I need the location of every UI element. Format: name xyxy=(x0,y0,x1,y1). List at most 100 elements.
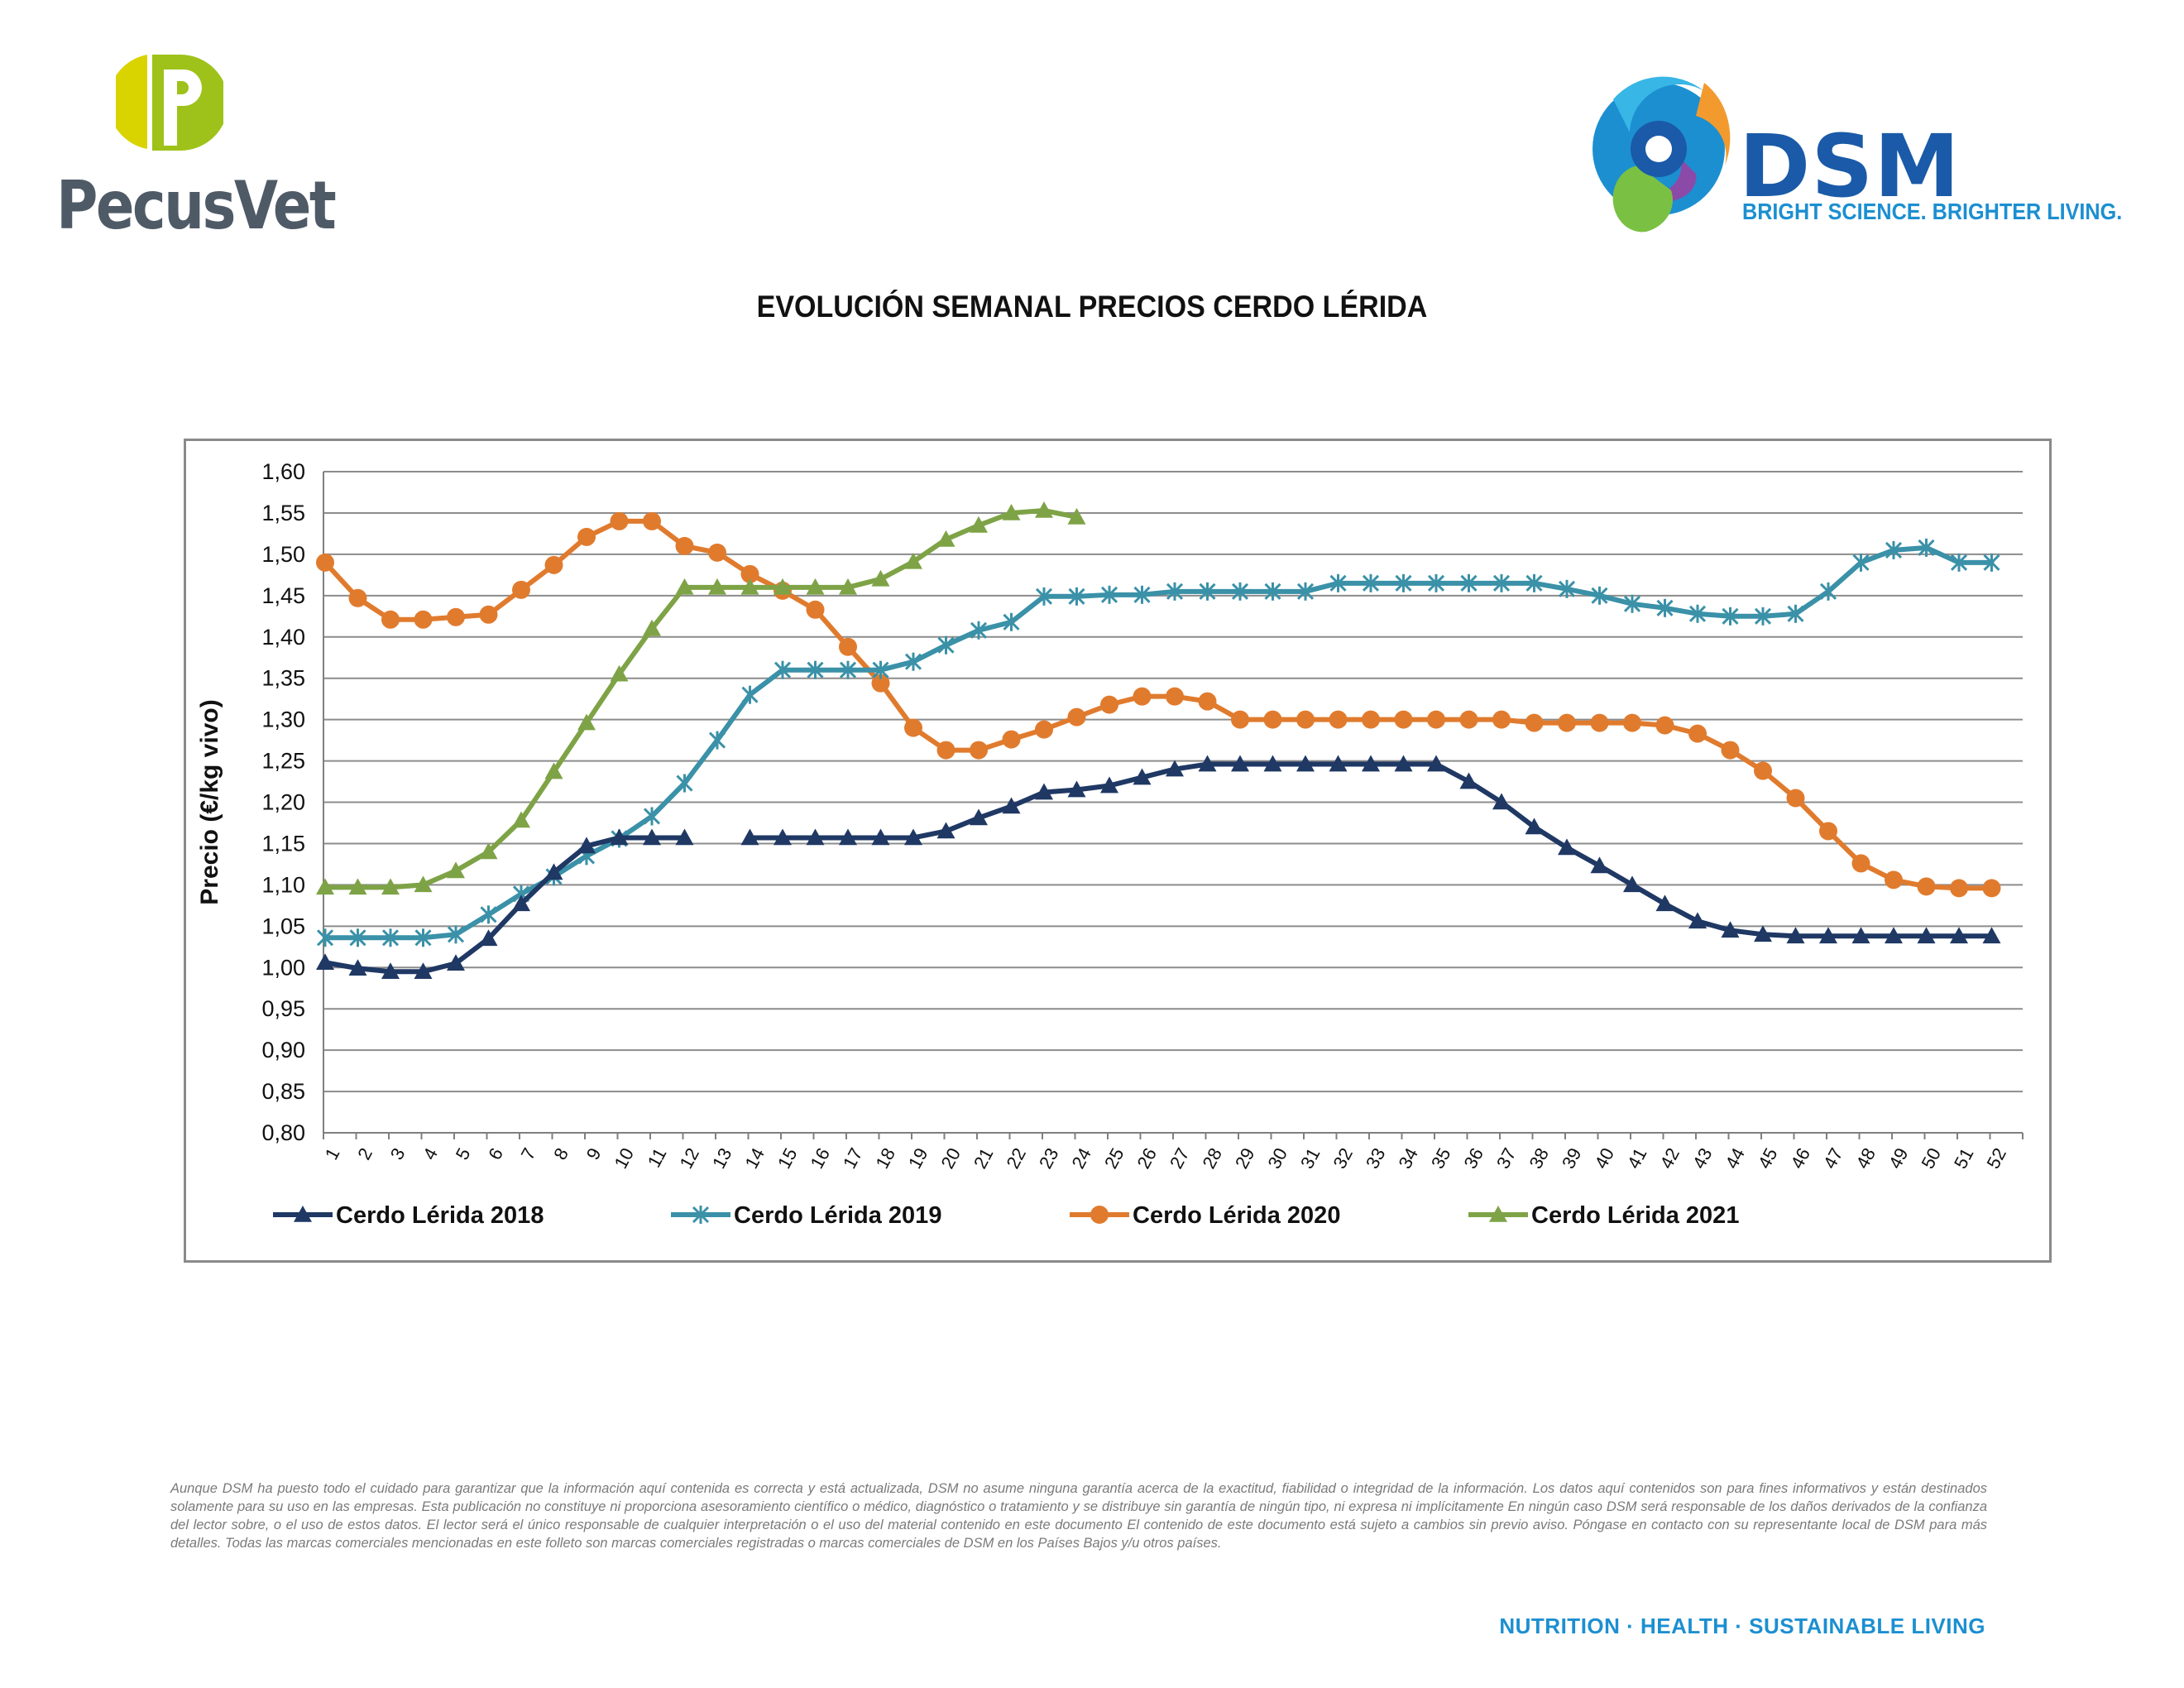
data-point xyxy=(1786,789,1805,808)
x-tick-label: 18 xyxy=(871,1144,899,1172)
data-point xyxy=(708,731,726,750)
x-tick-label: 36 xyxy=(1459,1144,1487,1172)
data-point xyxy=(1067,507,1086,525)
data-point xyxy=(1068,587,1085,606)
data-point xyxy=(806,600,825,619)
x-tick-label: 46 xyxy=(1786,1144,1814,1172)
data-point xyxy=(806,828,825,846)
data-point xyxy=(349,928,366,947)
data-point xyxy=(381,878,400,895)
data-point xyxy=(1394,755,1413,772)
x-tick-label: 48 xyxy=(1851,1144,1880,1172)
y-tick-label: 1,25 xyxy=(261,749,305,774)
data-point xyxy=(1754,761,1772,780)
legend-marker xyxy=(692,1206,710,1224)
y-tick-label: 1,00 xyxy=(261,955,305,980)
y-tick-label: 1,10 xyxy=(261,872,305,897)
data-point xyxy=(1133,687,1152,706)
data-point xyxy=(904,552,922,569)
data-point xyxy=(1198,692,1217,711)
x-tick-label: 39 xyxy=(1558,1144,1586,1172)
x-tick-label: 51 xyxy=(1950,1144,1978,1172)
disclaimer-text: Aunque DSM ha puesto todo el cuidado par… xyxy=(170,1481,1987,1551)
legend-label: Cerdo Lérida 2019 xyxy=(734,1202,941,1229)
data-point xyxy=(708,578,726,595)
x-axis-ticks: 1 2 3 4 5 6 7 8 9 10 11 12 13 14 15 16 17 18 19 20 21 22 23 24 2… xyxy=(321,1133,2024,1172)
data-point xyxy=(1329,755,1348,772)
x-tick-label: 41 xyxy=(1623,1144,1651,1172)
data-point xyxy=(1362,755,1380,772)
page-title: EVOLUCIÓN SEMANAL PRECIOS CERDO LÉRIDA xyxy=(756,290,1428,324)
data-point xyxy=(1885,927,1903,944)
dsm-tagline: BRIGHT SCIENCE. BRIGHTER LIVING. xyxy=(1742,199,2123,224)
data-point xyxy=(1688,604,1707,623)
data-point xyxy=(1754,925,1772,942)
y-tick-label: 0,80 xyxy=(261,1120,305,1145)
data-point xyxy=(1492,793,1511,810)
data-point xyxy=(381,962,400,980)
x-tick-label: 30 xyxy=(1263,1144,1291,1172)
y-tick-label: 1,20 xyxy=(261,790,305,815)
x-tick-label: 20 xyxy=(936,1144,965,1172)
data-point xyxy=(1035,783,1053,800)
data-point xyxy=(348,959,367,976)
data-point xyxy=(740,578,759,595)
data-point xyxy=(970,808,988,826)
data-point xyxy=(1982,879,2001,898)
data-point xyxy=(1035,587,1053,606)
data-point xyxy=(1133,768,1152,785)
data-point xyxy=(1362,573,1380,592)
data-point xyxy=(1231,710,1249,729)
dsm-logo-mark xyxy=(1592,76,1731,233)
x-tick-label: 13 xyxy=(708,1144,736,1172)
data-point xyxy=(1002,730,1021,749)
series-cerdo-lérida-2018 xyxy=(316,755,2001,980)
data-point xyxy=(643,828,661,846)
data-point xyxy=(904,828,922,846)
data-point xyxy=(936,741,956,760)
x-tick-label: 37 xyxy=(1492,1144,1521,1172)
dsm-logo-text: DSM xyxy=(1739,116,1961,217)
data-point xyxy=(1590,713,1609,732)
data-point xyxy=(544,762,563,779)
data-point xyxy=(740,828,759,846)
data-point xyxy=(1721,741,1740,760)
data-point xyxy=(381,610,400,629)
x-tick-label: 38 xyxy=(1525,1144,1553,1172)
data-point xyxy=(774,578,792,595)
y-tick-label: 1,15 xyxy=(261,831,305,856)
data-point xyxy=(447,925,465,944)
data-point xyxy=(1329,710,1348,729)
data-point xyxy=(348,588,367,607)
data-point xyxy=(1950,879,1968,898)
series-cerdo-lérida-2020 xyxy=(316,511,2001,898)
data-point xyxy=(839,637,857,656)
data-point xyxy=(970,516,988,533)
data-point xyxy=(316,953,334,971)
x-tick-label: 3 xyxy=(386,1144,410,1163)
data-point xyxy=(447,861,465,879)
gridlines: 0,80 0,85 0,90 0,95 1,00 1,05 1,10 1,15 1,20 1,25… xyxy=(261,459,2023,1145)
data-point xyxy=(1035,720,1053,739)
data-point xyxy=(1231,582,1249,601)
data-point xyxy=(1851,927,1870,944)
data-point xyxy=(1819,822,1837,841)
data-point xyxy=(1067,780,1086,798)
data-point xyxy=(1655,894,1674,912)
data-point xyxy=(1525,818,1544,835)
data-point xyxy=(839,660,857,679)
data-point xyxy=(1199,582,1216,601)
x-tick-label: 50 xyxy=(1917,1144,1945,1172)
price-line-chart: 0,80 0,85 0,90 0,95 1,00 1,05 1,10 1,15 1,20 1,25… xyxy=(196,459,2024,1229)
data-point xyxy=(1917,927,1936,944)
data-point xyxy=(1198,755,1217,772)
data-point xyxy=(1558,838,1576,856)
data-point xyxy=(1591,586,1608,605)
data-point xyxy=(1721,921,1740,938)
data-point xyxy=(1852,553,1870,572)
x-tick-label: 31 xyxy=(1296,1144,1324,1172)
data-point xyxy=(447,607,465,626)
data-point xyxy=(1885,540,1903,559)
data-point xyxy=(643,807,661,826)
data-point xyxy=(1492,573,1511,592)
